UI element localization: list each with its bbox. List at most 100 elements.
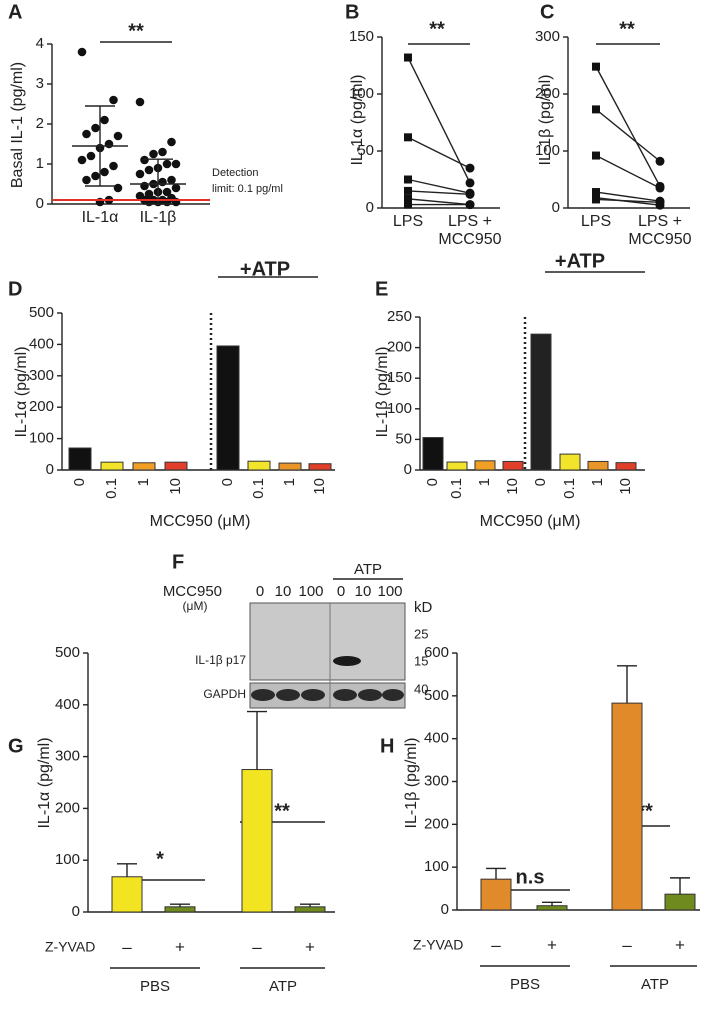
bar: [68, 447, 92, 471]
lane-label: 10: [275, 583, 292, 600]
band: [333, 689, 357, 701]
y-tick-label: 100: [424, 858, 449, 875]
marker-unit: kD: [414, 599, 433, 616]
x-tick-label: MCC950: [438, 231, 501, 248]
blot: F MCC950 (μM) 0 10 100 0 10 100 ATP IL-1…: [163, 551, 433, 709]
marker: [404, 53, 412, 62]
bar: [308, 463, 332, 471]
marker: [592, 151, 600, 160]
panel-letter: C: [540, 1, 554, 23]
panel-letter: H: [380, 735, 394, 757]
marker: [404, 133, 412, 142]
y-tick-label: 600: [424, 644, 449, 661]
dot: [140, 181, 149, 191]
x-tick-label: IL-1α: [82, 209, 119, 226]
dot: [135, 97, 145, 107]
x-tick-label: LPS: [581, 213, 611, 230]
group-label: PBS: [140, 978, 170, 995]
marker: [655, 197, 665, 207]
bar: [422, 437, 444, 471]
y-axis-label: IL-1α (pg/ml): [36, 737, 53, 828]
y-tick-label: 400: [29, 335, 54, 352]
annotation: +ATP: [555, 250, 605, 272]
bar: [502, 460, 524, 471]
bar: [587, 460, 609, 471]
y-tick-label: 400: [55, 696, 80, 713]
bar: [559, 453, 581, 471]
y-axis-label: IL-1α (pg/ml): [13, 346, 30, 437]
pair-line: [407, 190, 471, 196]
annotation: **: [429, 18, 445, 40]
pair-line: [407, 198, 471, 206]
x-tick-label: 0: [219, 478, 236, 486]
y-tick-label: 4: [36, 35, 44, 52]
dot: [100, 167, 109, 177]
y-tick-label: 0: [46, 461, 54, 478]
dot: [144, 197, 154, 207]
dot: [171, 183, 181, 193]
y-tick-label: 300: [424, 772, 449, 789]
annotation: n.s: [516, 866, 545, 888]
dot: [144, 165, 154, 175]
y-tick-label: 100: [349, 85, 374, 102]
row-label: Z-YVAD: [413, 937, 463, 953]
y-tick-label: 100: [535, 142, 560, 159]
x-axis-label: MCC950 (μM): [480, 513, 581, 530]
marker: [404, 175, 412, 184]
pair-line: [595, 191, 661, 202]
marker: [404, 194, 412, 203]
x-tick-label: 10: [504, 478, 521, 495]
marker-label: 15: [414, 653, 428, 668]
marker: [592, 188, 600, 197]
pair-line: [595, 66, 661, 187]
annotation: limit: 0.1 pg/ml: [212, 183, 283, 195]
dot: [82, 129, 91, 139]
panel-letter: D: [8, 278, 22, 300]
y-axis-label: IL-1β (pg/ml): [537, 75, 554, 166]
y-tick-label: 500: [29, 304, 54, 321]
dot: [109, 95, 118, 105]
dot: [100, 115, 109, 125]
y-tick-label: 0: [36, 195, 44, 212]
x-axis-label: MCC950 (μM): [150, 513, 251, 530]
band: [333, 656, 361, 666]
dot: [91, 171, 100, 181]
x-tick-label: –: [122, 937, 132, 956]
y-tick-label: 250: [387, 308, 412, 325]
y-axis-label: IL-1β (pg/ml): [403, 738, 420, 829]
dot: [171, 197, 181, 207]
dot: [149, 149, 158, 159]
bar: [611, 702, 643, 911]
x-tick-label: 10: [311, 478, 328, 495]
marker: [465, 189, 475, 199]
dot: [95, 197, 105, 207]
dot: [109, 161, 118, 171]
panel-letter: F: [172, 551, 184, 573]
lane-label: 10: [355, 583, 372, 600]
dot: [113, 131, 123, 141]
group-label: ATP: [354, 561, 382, 578]
pair-line: [407, 178, 471, 194]
dot: [162, 187, 172, 197]
bar: [536, 905, 568, 911]
dot: [135, 169, 145, 179]
x-tick-label: 1: [589, 478, 606, 486]
panel-letter: E: [375, 278, 388, 300]
bar: [480, 878, 512, 911]
marker: [592, 195, 600, 204]
bar: [164, 461, 188, 471]
y-axis-label: Basal IL-1 (pg/ml): [9, 62, 26, 188]
marker: [655, 156, 665, 166]
x-tick-label: IL-1β: [140, 209, 177, 226]
annotation: **: [274, 800, 290, 822]
y-tick-label: 3: [36, 75, 44, 92]
row-label: GAPDH: [203, 687, 246, 701]
y-tick-label: 50: [395, 430, 412, 447]
annotation: *: [156, 848, 164, 870]
x-tick-label: LPS: [393, 213, 423, 230]
y-tick-label: 500: [55, 644, 80, 661]
y-tick-label: 0: [552, 199, 560, 216]
dot: [171, 159, 181, 169]
band: [382, 689, 404, 701]
y-tick-label: 2: [36, 115, 44, 132]
